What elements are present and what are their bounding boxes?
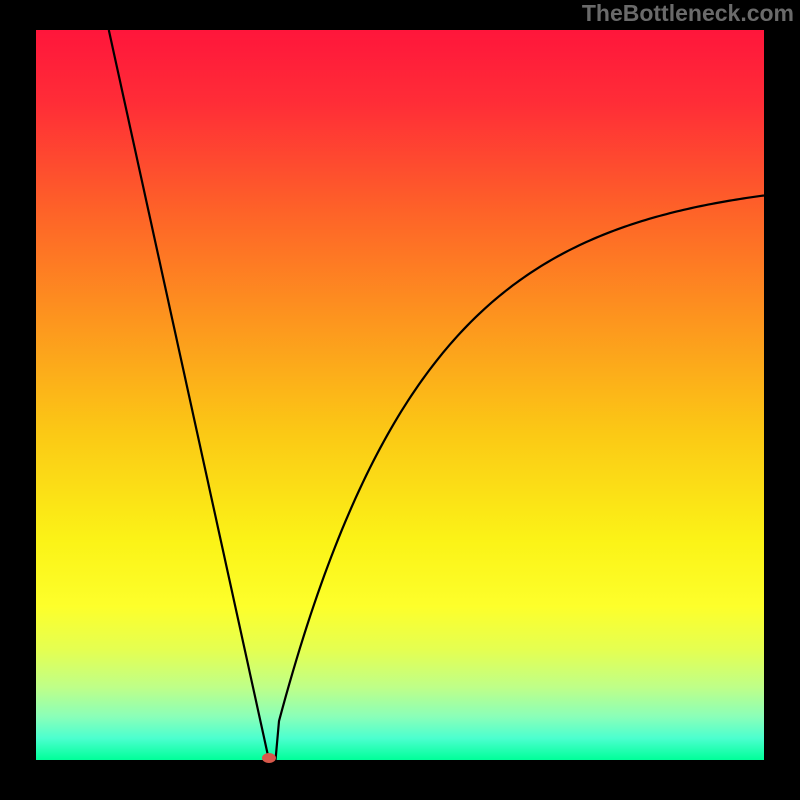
plot-background <box>36 30 764 760</box>
minimum-marker <box>262 753 276 763</box>
chart-svg <box>0 0 800 800</box>
chart-container: TheBottleneck.com <box>0 0 800 800</box>
